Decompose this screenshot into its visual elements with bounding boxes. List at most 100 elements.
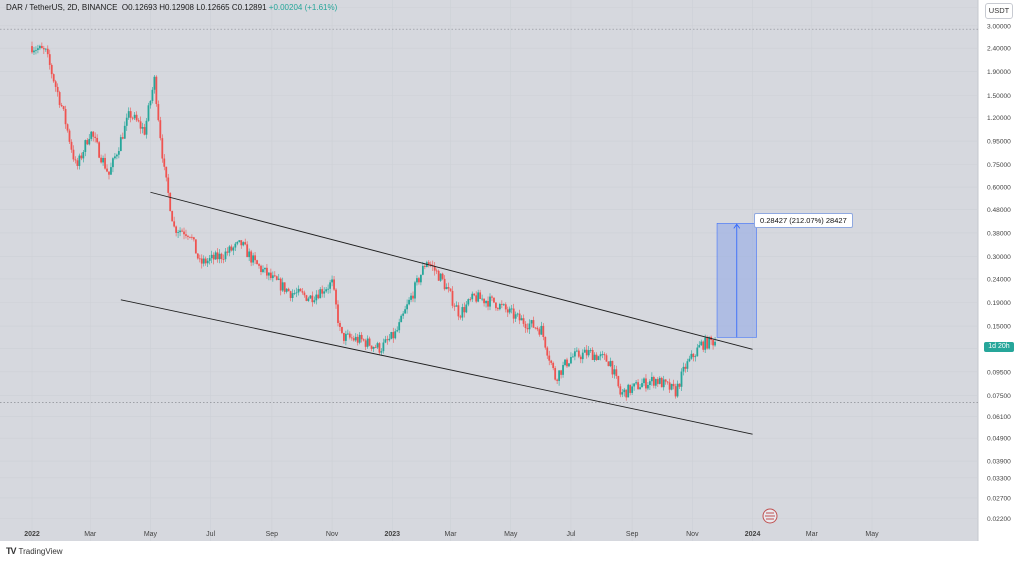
candle-body — [568, 363, 570, 367]
candle-body — [587, 350, 590, 356]
candle-body — [242, 242, 245, 246]
candle-body — [248, 251, 251, 258]
candle-body — [159, 120, 162, 139]
candle-body — [556, 379, 559, 381]
plot-background — [0, 0, 978, 541]
candle-body — [72, 149, 75, 160]
candle-body — [354, 336, 357, 341]
candle-body — [258, 264, 260, 266]
candle-body — [564, 359, 566, 366]
candle-body — [86, 140, 89, 145]
candle-body — [599, 354, 602, 357]
candle-body — [275, 276, 278, 280]
candle-body — [309, 295, 312, 299]
currency-button[interactable]: USDT — [985, 3, 1013, 19]
candle-body — [607, 361, 610, 367]
candle-body — [165, 166, 168, 178]
candle-body — [191, 236, 193, 238]
candle-body — [589, 349, 592, 351]
candle-body — [570, 357, 572, 364]
candle-body — [656, 379, 659, 384]
y-tick-label: 0.07500 — [987, 393, 1011, 400]
candle-body — [457, 305, 460, 317]
candle-body — [386, 339, 389, 341]
candle-body — [46, 48, 49, 55]
candle-body — [163, 158, 166, 167]
candles — [31, 41, 716, 401]
candle-body — [439, 273, 442, 281]
channel-trendline[interactable] — [120, 299, 753, 435]
candle-body — [331, 279, 333, 283]
candle-body — [341, 326, 343, 333]
y-tick-label: 3.00000 — [987, 23, 1011, 30]
candle-body — [485, 300, 487, 304]
candle-body — [396, 330, 399, 332]
candle-body — [104, 157, 106, 169]
candle-body — [155, 76, 158, 105]
candle-body — [114, 156, 116, 159]
candle-body — [48, 54, 51, 65]
price-axis[interactable]: 3.600003.000002.400001.900001.500001.200… — [987, 5, 1011, 523]
candle-body — [449, 288, 452, 291]
candle-body — [183, 231, 185, 235]
candle-body — [76, 160, 79, 166]
candle-body — [463, 307, 466, 313]
x-tick-label: 2024 — [745, 531, 761, 538]
candle-body — [680, 371, 683, 387]
candle-body — [260, 265, 262, 273]
candle-body — [289, 291, 292, 298]
candle-body — [88, 138, 91, 145]
measure-tool[interactable] — [716, 223, 757, 338]
candle-body — [668, 382, 671, 390]
y-tick-label: 0.48000 — [987, 207, 1011, 214]
candle-body — [52, 74, 55, 82]
candle-body — [376, 343, 379, 348]
candle-body — [534, 327, 537, 329]
candle-body — [637, 382, 639, 390]
candle-body — [593, 354, 596, 361]
candle-body — [469, 299, 472, 300]
candle-body — [603, 354, 606, 356]
channel-lines[interactable] — [120, 191, 753, 435]
y-tick-label: 0.03900 — [987, 459, 1011, 466]
candle-body — [615, 369, 618, 377]
candle-body — [445, 287, 448, 290]
events-icon[interactable] — [762, 508, 778, 524]
candle-body — [477, 292, 480, 302]
candle-body — [230, 246, 233, 251]
candle-body — [700, 341, 703, 346]
ohlc-high: H0.12908 — [159, 3, 194, 12]
x-tick-label: Sep — [626, 531, 639, 538]
candle-body — [78, 155, 81, 166]
y-tick-label: 0.04900 — [987, 436, 1011, 443]
candle-body — [56, 86, 59, 93]
symbol-header[interactable]: DAR / TetherUS, 2D, BINANCE O0.12693 H0.… — [6, 3, 337, 12]
candle-body — [196, 253, 199, 259]
candle-body — [512, 308, 515, 319]
time-axis[interactable]: 2022 Mar May Jul Sep Nov 2023 Mar May Jul Sep Nov 20… — [24, 531, 879, 538]
candle-body — [157, 104, 160, 121]
candle-body — [187, 235, 189, 237]
x-tick-label: 2022 — [24, 531, 40, 538]
candle-body — [510, 308, 513, 310]
symbol-title[interactable]: DAR / TetherUS, 2D, BINANCE — [6, 3, 118, 12]
candle-body — [267, 272, 270, 276]
candle-body — [206, 260, 209, 264]
candle-body — [550, 360, 553, 363]
candle-body — [141, 127, 144, 129]
candle-body — [228, 246, 231, 253]
candle-body — [110, 167, 112, 175]
candle-body — [127, 111, 130, 118]
channel-trendline[interactable] — [150, 191, 753, 350]
tradingview-logo[interactable]: TV TradingView — [6, 546, 63, 556]
candle-body — [654, 379, 657, 386]
candle-body — [40, 45, 43, 49]
candle-body — [652, 376, 655, 386]
candle-body — [554, 368, 557, 380]
candle-body — [601, 354, 604, 355]
candle-body — [544, 336, 547, 348]
candle-body — [493, 297, 495, 303]
candle-body — [147, 105, 150, 121]
candle-body — [198, 258, 201, 260]
